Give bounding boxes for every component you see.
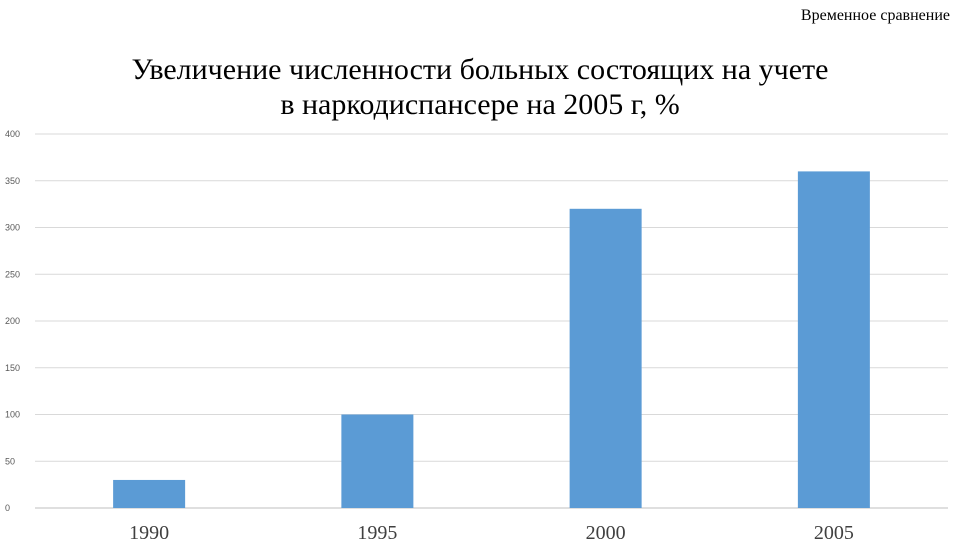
y-tick-label: 150 xyxy=(5,363,20,373)
y-tick-label: 50 xyxy=(5,456,15,466)
bar-2005 xyxy=(797,171,870,508)
x-tick-label: 2000 xyxy=(586,522,626,540)
x-tick-label: 1990 xyxy=(129,522,169,540)
bar-1995 xyxy=(341,414,414,508)
chart-title-line-2: в наркодиспансере на 2005 г, % xyxy=(280,88,680,121)
y-tick-label: 250 xyxy=(5,269,20,279)
y-tick-label: 350 xyxy=(5,176,20,186)
y-tick-label: 300 xyxy=(5,223,20,233)
y-tick-label: 0 xyxy=(5,503,10,513)
y-tick-label: 200 xyxy=(5,316,20,326)
header-note: Временное сравнение xyxy=(800,7,950,24)
bar-1990 xyxy=(113,479,186,508)
chart-title-line-1: Увеличение численности больных состоящих… xyxy=(131,53,829,86)
y-tick-label: 100 xyxy=(5,410,20,420)
y-tick-label: 400 xyxy=(5,129,20,139)
x-tick-label: 2005 xyxy=(814,522,854,540)
x-tick-label: 1995 xyxy=(357,522,397,540)
bar-2000 xyxy=(569,208,642,509)
chart-title: Увеличение численности больных состоящих… xyxy=(80,52,880,122)
